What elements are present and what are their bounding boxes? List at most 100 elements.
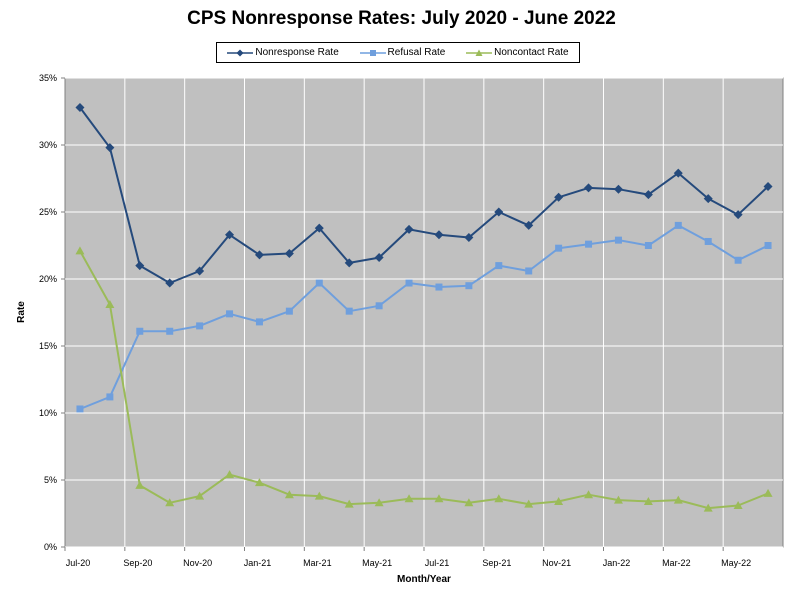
data-point-triangle xyxy=(404,494,414,503)
legend-label-nonresponse: Nonresponse Rate xyxy=(255,47,339,58)
data-point-square xyxy=(405,279,413,287)
data-point-square xyxy=(704,237,712,245)
y-tick-label: 25% xyxy=(39,207,57,217)
series-layer xyxy=(75,102,773,512)
y-tick-label: 15% xyxy=(39,341,57,351)
data-point-square xyxy=(315,279,323,287)
data-point-square xyxy=(435,283,443,291)
data-point-triangle xyxy=(195,491,205,500)
data-point-square xyxy=(375,302,383,310)
x-tick-label: Sep-20 xyxy=(123,558,152,568)
data-point-triangle xyxy=(434,494,444,503)
data-point-triangle xyxy=(105,299,115,308)
data-point-square xyxy=(764,242,772,249)
legend-label-refusal: Refusal Rate xyxy=(387,47,446,58)
data-point-square xyxy=(255,318,263,326)
data-point-square xyxy=(734,256,742,264)
data-point-triangle xyxy=(703,503,713,512)
data-point-triangle xyxy=(75,246,85,255)
data-point-triangle xyxy=(314,491,324,500)
data-point-square xyxy=(166,327,174,335)
data-point-triangle xyxy=(284,490,294,499)
x-tick-label: May-21 xyxy=(362,558,392,568)
axes xyxy=(61,77,724,551)
x-tick-label: Jan-22 xyxy=(603,558,631,568)
data-point-square xyxy=(465,282,473,290)
data-point-square xyxy=(196,322,204,330)
data-point-triangle xyxy=(464,498,474,507)
data-point-square xyxy=(585,240,593,248)
data-point-diamond xyxy=(524,220,534,230)
y-tick-label: 20% xyxy=(39,274,57,284)
y-tick-label: 5% xyxy=(44,475,57,485)
data-point-triangle xyxy=(673,495,683,504)
x-tick-label: Jan-21 xyxy=(244,558,272,568)
data-point-triangle xyxy=(165,498,175,507)
data-point-diamond xyxy=(284,249,294,259)
data-point-square xyxy=(614,236,622,244)
chart-legend: Nonresponse Rate Refusal Rate Noncontact… xyxy=(216,42,580,63)
legend-item-noncontact: Noncontact Rate xyxy=(466,47,569,58)
data-point-triangle xyxy=(763,488,773,497)
data-point-triangle xyxy=(554,496,564,505)
y-tick-label: 35% xyxy=(39,73,57,83)
data-point-square xyxy=(555,244,563,252)
data-point-triangle xyxy=(225,470,235,479)
legend-item-nonresponse: Nonresponse Rate xyxy=(227,47,339,58)
data-point-diamond xyxy=(344,258,354,268)
data-point-diamond xyxy=(135,261,145,271)
data-point-square xyxy=(674,221,682,229)
series-line-square xyxy=(79,224,769,410)
data-point-square xyxy=(136,327,144,335)
data-point-diamond xyxy=(554,192,564,202)
x-tick-label: Nov-20 xyxy=(183,558,212,568)
legend-swatch-refusal xyxy=(359,49,386,56)
data-point-triangle xyxy=(584,490,594,499)
y-tick-label: 0% xyxy=(44,542,57,552)
x-tick-label: Sep-21 xyxy=(482,558,511,568)
data-point-triangle xyxy=(254,478,264,487)
x-axis-title: Month/Year xyxy=(397,574,451,585)
data-point-diamond xyxy=(105,143,115,153)
data-point-diamond xyxy=(464,232,474,242)
legend-swatch-noncontact xyxy=(466,49,493,56)
data-point-triangle xyxy=(494,494,504,503)
data-point-diamond xyxy=(733,210,743,220)
data-point-diamond xyxy=(763,182,773,192)
data-point-triangle xyxy=(643,496,653,505)
data-point-square xyxy=(345,307,353,315)
tick-labels: 0% 5% 10% 15% 20% 25% 30% 35% Jul-20 Sep-20 Nov-20… xyxy=(39,73,751,568)
series-line-diamond xyxy=(79,106,769,284)
y-tick-label: 30% xyxy=(39,140,57,150)
series-line-triangle xyxy=(79,250,769,510)
data-point-diamond xyxy=(613,184,623,194)
data-point-diamond xyxy=(584,183,594,193)
data-point-square xyxy=(106,393,114,401)
data-point-diamond xyxy=(195,266,205,276)
y-axis-title: Rate xyxy=(16,301,27,323)
data-point-square xyxy=(226,310,234,318)
legend-label-noncontact: Noncontact Rate xyxy=(494,47,569,58)
data-point-triangle xyxy=(524,499,534,508)
x-tick-label: May-22 xyxy=(721,558,751,568)
x-tick-label: Mar-21 xyxy=(303,558,332,568)
data-point-diamond xyxy=(643,190,653,200)
data-point-diamond xyxy=(75,102,85,112)
data-point-diamond xyxy=(404,224,414,234)
data-point-square xyxy=(525,267,533,275)
data-point-diamond xyxy=(434,230,444,240)
x-tick-label: Jul-20 xyxy=(66,558,91,568)
data-point-square xyxy=(644,242,652,249)
data-point-diamond xyxy=(165,278,175,288)
legend-swatch-nonresponse xyxy=(227,49,254,56)
data-point-diamond xyxy=(673,168,683,178)
data-point-diamond xyxy=(374,253,384,263)
data-point-diamond xyxy=(494,207,504,217)
x-tick-label: Nov-21 xyxy=(542,558,571,568)
data-point-triangle xyxy=(344,499,354,508)
y-tick-label: 10% xyxy=(39,408,57,418)
data-point-diamond xyxy=(254,250,264,260)
data-point-triangle xyxy=(374,498,384,507)
x-tick-label: Mar-22 xyxy=(662,558,691,568)
